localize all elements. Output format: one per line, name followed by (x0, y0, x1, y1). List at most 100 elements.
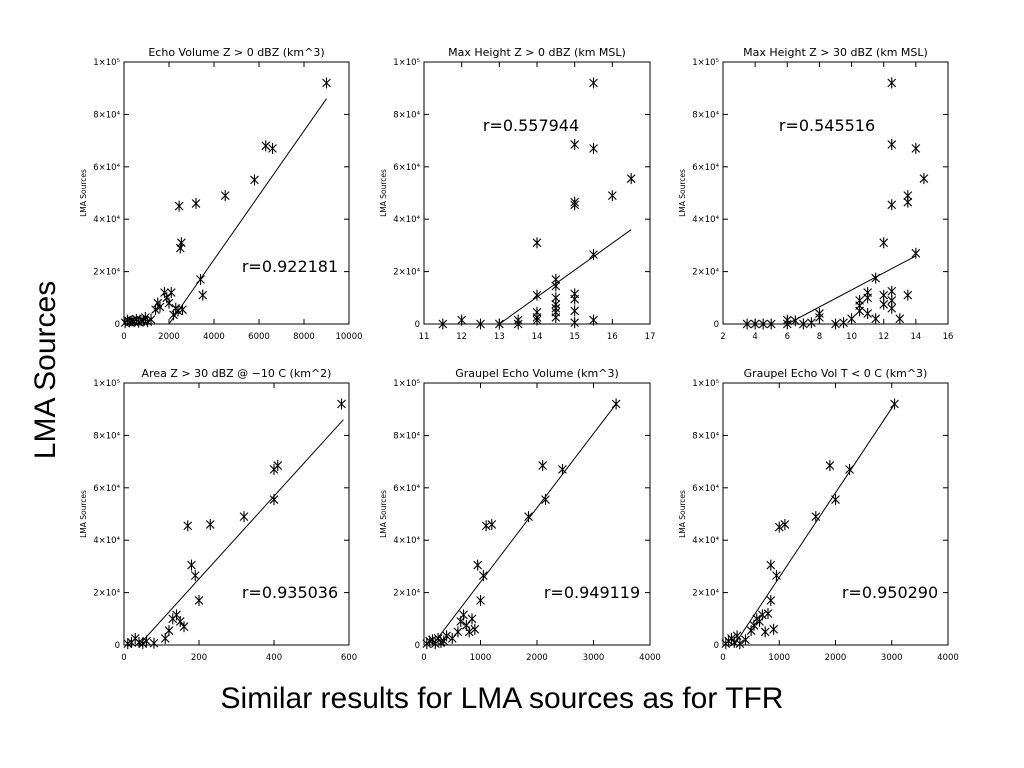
data-point (589, 314, 598, 326)
x-tick-label: 6000 (248, 332, 270, 342)
data-point-stroke (438, 319, 448, 329)
data-point (558, 463, 567, 475)
data-point-stroke (146, 315, 156, 324)
data-point (887, 199, 897, 211)
data-point (205, 518, 215, 530)
data-point-stroke (811, 512, 821, 521)
x-tick-label: 14 (910, 332, 921, 342)
data-point-stroke (895, 314, 905, 324)
data-point-stroke (570, 306, 580, 316)
regression-fit-line (733, 403, 895, 646)
data-point-stroke (831, 495, 840, 504)
plot-frame (423, 382, 651, 646)
data-point-stroke (513, 315, 523, 325)
scatter-panel-5: Graupel Echo Volume (km^3) LMA Sources 0 10… (379, 367, 661, 663)
y-tick-label: 6×10⁴ (692, 163, 719, 173)
data-point-stroke (782, 315, 792, 325)
x-tick-label: 2000 (158, 332, 180, 342)
data-point-stroke (164, 298, 174, 308)
data-point-stroke (887, 140, 897, 149)
data-point (772, 570, 781, 582)
data-point (831, 318, 840, 330)
data-point (487, 518, 497, 530)
x-tick-label: 2 (720, 332, 725, 342)
data-point-stroke (428, 635, 437, 645)
data-point-stroke (558, 465, 567, 474)
data-point-stroke (903, 290, 913, 300)
data-point (551, 273, 561, 285)
data-point (164, 625, 174, 637)
data-point (760, 626, 770, 638)
data-point (494, 318, 504, 330)
data-point (845, 463, 854, 475)
scatter-panel-3: Max Height Z > 30 dBZ (km MSL) LMA Source… (678, 46, 953, 342)
data-point-stroke (453, 627, 463, 637)
regression-fit-line (432, 403, 617, 646)
data-point (160, 632, 170, 644)
x-tick-label: 0 (121, 653, 126, 663)
y-tick-label: 6×10⁴ (93, 484, 120, 494)
x-tick-label: 16 (943, 332, 954, 342)
data-point-stroke (269, 495, 279, 504)
x-tick-label: 13 (494, 332, 505, 342)
y-tick-label: 0 (415, 641, 420, 651)
data-point-stroke (626, 174, 636, 183)
data-point-stroke (871, 314, 881, 324)
data-point-stroke (462, 621, 471, 630)
y-tick-label: 6×10⁴ (93, 163, 120, 173)
data-point (887, 139, 897, 151)
data-point (879, 237, 889, 249)
data-point (172, 609, 181, 621)
data-point (570, 139, 580, 151)
data-point-stroke (198, 290, 208, 300)
data-point (470, 623, 480, 635)
data-point-stroke (741, 635, 750, 645)
data-point-stroke (758, 610, 767, 620)
x-tick-label: 3000 (881, 653, 903, 663)
x-tick-label: 14 (532, 332, 543, 342)
data-point-stroke (194, 596, 204, 605)
data-point (839, 317, 848, 329)
y-tick-label: 4×10⁴ (393, 536, 420, 546)
data-point-stroke (766, 319, 776, 329)
data-point-stroke (551, 293, 561, 303)
data-point-stroke (177, 238, 186, 248)
data-point (155, 301, 165, 313)
y-tick-label: 1×10⁵ (393, 58, 420, 68)
data-point-stroke (890, 399, 899, 409)
x-tick-label: 0 (421, 653, 426, 663)
data-point-stroke (807, 318, 816, 328)
plot-frame (722, 382, 949, 646)
correlation-label: r=0.557944 (483, 116, 579, 135)
data-point (871, 313, 881, 325)
panel-title: Max Height Z > 0 dBZ (km MSL) (448, 46, 626, 59)
data-point-stroke (727, 634, 736, 643)
data-point-stroke (183, 521, 193, 531)
data-point-stroke (839, 318, 848, 328)
data-point (780, 518, 790, 530)
data-point-stroke (190, 571, 200, 580)
data-point (570, 196, 580, 208)
data-point-stroke (763, 609, 773, 618)
data-point (250, 174, 259, 186)
plot-frame (722, 61, 949, 325)
data-point (790, 315, 800, 327)
y-tick-label: 2×10⁴ (93, 589, 120, 599)
data-point (476, 594, 485, 606)
plot-frame (123, 382, 350, 646)
data-point (871, 272, 881, 284)
data-point (322, 77, 331, 89)
y-axis-label: LMA Sources (79, 169, 88, 217)
data-point-stroke (459, 610, 468, 620)
data-point-stroke (538, 461, 547, 470)
data-point (758, 609, 767, 621)
y-tick-label: 8×10⁴ (692, 431, 719, 441)
data-point-stroke (607, 191, 617, 200)
data-point-stroke (863, 309, 872, 318)
data-point (887, 294, 897, 306)
y-tick-label: 1×10⁵ (93, 379, 120, 389)
data-point (273, 460, 283, 472)
data-point-stroke (758, 319, 768, 329)
data-point (146, 314, 156, 326)
data-point (183, 520, 193, 532)
